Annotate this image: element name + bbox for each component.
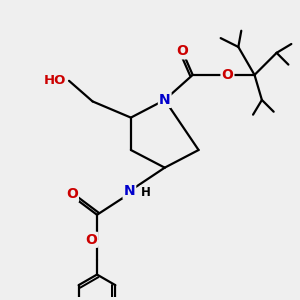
Text: N: N xyxy=(124,184,135,198)
Text: O: O xyxy=(221,68,233,82)
Text: HO: HO xyxy=(44,74,66,87)
Text: H: H xyxy=(141,186,151,199)
Text: O: O xyxy=(66,187,78,201)
Text: O: O xyxy=(85,233,97,247)
Text: N: N xyxy=(159,93,170,107)
Text: O: O xyxy=(176,44,188,58)
